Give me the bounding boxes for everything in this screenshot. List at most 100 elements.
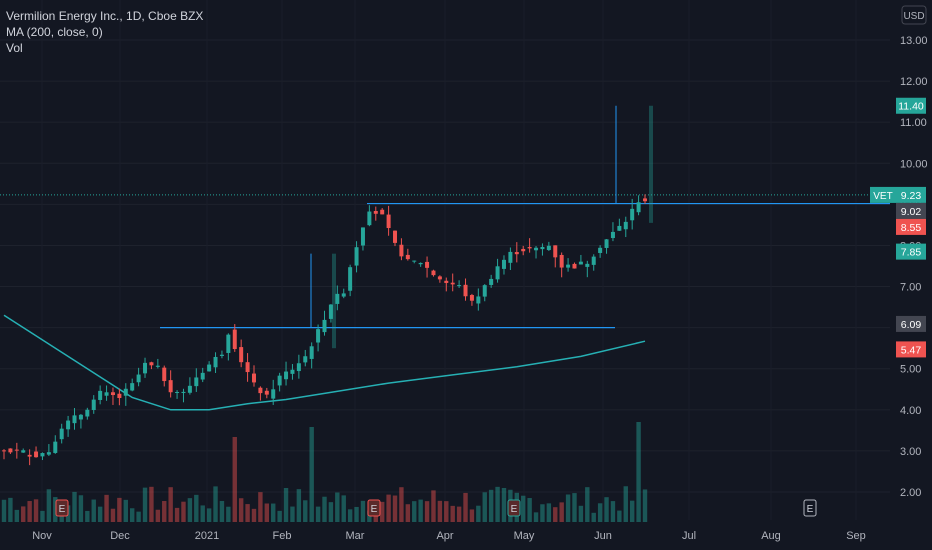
volume-bar (469, 509, 475, 522)
candle (46, 452, 51, 455)
candle (194, 377, 199, 387)
candle (187, 385, 192, 393)
candle (373, 211, 378, 214)
candle (143, 362, 148, 374)
candle (450, 282, 455, 285)
volume-bar (142, 487, 148, 522)
earnings-marker[interactable]: E (507, 499, 521, 517)
x-axis: Nov Dec 2021 Feb Mar Apr May Jun Jul Aug Sep (32, 530, 866, 542)
volume-bar (27, 501, 32, 522)
candle (59, 428, 64, 440)
volume-bar (501, 487, 507, 522)
candle (463, 284, 468, 297)
candle (309, 346, 314, 359)
candle (219, 354, 224, 356)
candle (123, 388, 128, 396)
horizontal-lines (0, 105, 890, 349)
price-label: 5.47 (896, 341, 926, 358)
earnings-marker[interactable]: E (367, 499, 381, 517)
earnings-marker[interactable]: E (803, 499, 817, 517)
candle (380, 209, 385, 215)
candle (585, 263, 590, 267)
candle (72, 415, 77, 424)
spike-bar (649, 105, 653, 223)
volume-bar (431, 490, 436, 522)
price-label: 8.55 (896, 218, 926, 235)
price-label-ticker: VET (873, 191, 892, 202)
currency-label: USD (903, 11, 924, 22)
volume-bar (444, 501, 449, 522)
volume-bar (559, 502, 564, 522)
candle (559, 254, 564, 268)
volume-bar (53, 497, 58, 522)
candle (514, 252, 519, 255)
volume-bar (360, 500, 366, 522)
price-label-bg (896, 243, 926, 260)
price-label: 9.02 (896, 202, 926, 219)
y-tick-label: 11.00 (900, 117, 927, 129)
volume-bar (629, 500, 635, 522)
volume-bar (354, 506, 359, 522)
candle (469, 295, 474, 301)
candle (110, 392, 115, 396)
volume-bar (277, 510, 282, 522)
x-tick-label: 2021 (195, 530, 219, 542)
candle (78, 414, 83, 420)
volume-bar (155, 509, 161, 522)
candle (393, 230, 398, 243)
earnings-marker[interactable]: E (55, 499, 69, 517)
candle (117, 393, 122, 399)
x-tick-label: Sep (846, 530, 866, 542)
volume-bar (97, 506, 103, 522)
volume-bar (604, 497, 609, 522)
candle (610, 231, 615, 239)
candle (168, 380, 173, 393)
volume-bar (488, 489, 494, 522)
price-label-value: 9.23 (901, 190, 922, 202)
volume-bar (527, 498, 532, 522)
candle (501, 259, 506, 269)
price-label-bg (896, 315, 926, 332)
volume-bar (245, 504, 250, 522)
candle (457, 285, 462, 287)
currency-badge[interactable]: USD (901, 5, 927, 25)
volume-bar (91, 499, 96, 522)
candle (98, 390, 103, 400)
volume-bar (72, 491, 77, 522)
candle (85, 409, 90, 417)
y-tick-label: 12.00 (900, 76, 928, 88)
candle (418, 262, 423, 265)
price-label: 7.85 (896, 243, 926, 260)
volume-bar (303, 500, 308, 522)
candle (489, 278, 494, 285)
y-tick-label: 5.00 (900, 364, 921, 376)
ma-line (3, 314, 646, 411)
volume-bar (162, 501, 167, 522)
price-label-bg (896, 218, 926, 235)
x-tick-label: Nov (32, 530, 52, 542)
x-tick-label: Mar (346, 530, 365, 542)
volume-bar (200, 505, 205, 522)
volume-bar (315, 506, 321, 522)
volume-bar (450, 505, 455, 522)
x-tick-label: Feb (273, 530, 292, 542)
volume-bar (341, 495, 346, 522)
volume-bar (78, 495, 84, 522)
volume-bar (623, 486, 628, 522)
volume-bar (149, 486, 154, 522)
price-label-bg (896, 186, 926, 203)
volume-bar (136, 511, 141, 522)
volume-bar (482, 492, 487, 522)
volume-bar (373, 511, 378, 522)
volume-bar (386, 494, 391, 522)
candle (2, 450, 6, 452)
volume-bar (565, 494, 571, 522)
earnings-badge (55, 499, 69, 517)
candle (264, 390, 269, 395)
candle (130, 383, 135, 391)
candle (578, 261, 583, 265)
chart-grid (0, 39, 890, 493)
price-label-bg (896, 341, 926, 358)
